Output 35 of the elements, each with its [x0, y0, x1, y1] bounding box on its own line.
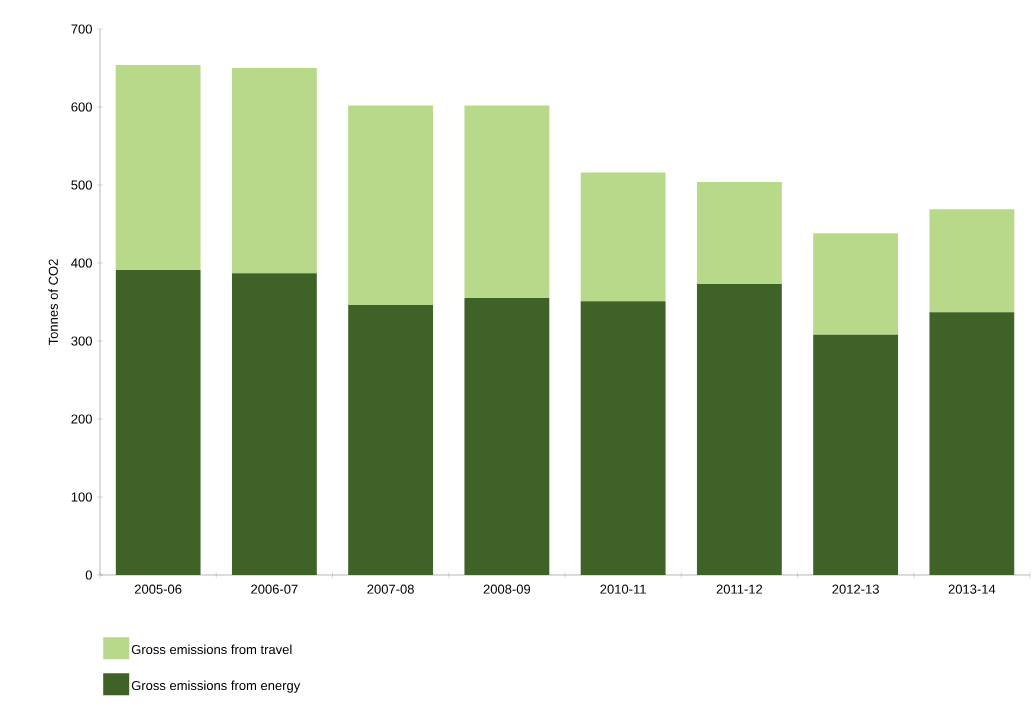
bar	[929, 209, 1015, 313]
bar	[813, 233, 899, 335]
bar	[464, 298, 550, 575]
x-tick-label: 2005-06	[134, 584, 182, 594]
bar	[348, 105, 434, 306]
bar	[115, 270, 201, 575]
bar	[231, 68, 317, 274]
legend-label: Gross emissions from travel	[131, 644, 292, 655]
x-tick-label: 2008-09	[483, 584, 531, 594]
y-tick-label: 300	[71, 336, 92, 346]
y-tick-label: 600	[71, 102, 92, 112]
y-tick-label: 500	[71, 180, 92, 190]
bar	[813, 334, 899, 575]
bar	[929, 312, 1015, 575]
y-tick-label: 0	[85, 570, 92, 580]
bar	[231, 273, 317, 575]
x-tick-label: 2010-11	[600, 584, 646, 594]
bar	[348, 305, 434, 575]
legend-label: Gross emissions from energy	[131, 680, 301, 693]
x-tick-label: 2013-14	[948, 584, 996, 594]
bar	[696, 181, 782, 285]
x-tick-label: 2007-08	[367, 584, 414, 594]
x-tick-label: 2012-13	[832, 584, 879, 594]
y-axis-title: Tonnes of CO2	[48, 259, 58, 346]
bar	[580, 301, 666, 575]
x-tick-label: 2011-12	[716, 584, 763, 594]
bar	[115, 64, 201, 271]
y-tick-label: 700	[71, 24, 92, 34]
y-tick-label: 100	[71, 492, 92, 502]
bar	[580, 172, 666, 302]
bar	[464, 105, 550, 299]
x-tick-label: 2006-07	[251, 584, 298, 594]
y-tick-label: 200	[71, 414, 92, 424]
bar	[696, 284, 782, 575]
y-tick-label: 400	[71, 258, 92, 268]
